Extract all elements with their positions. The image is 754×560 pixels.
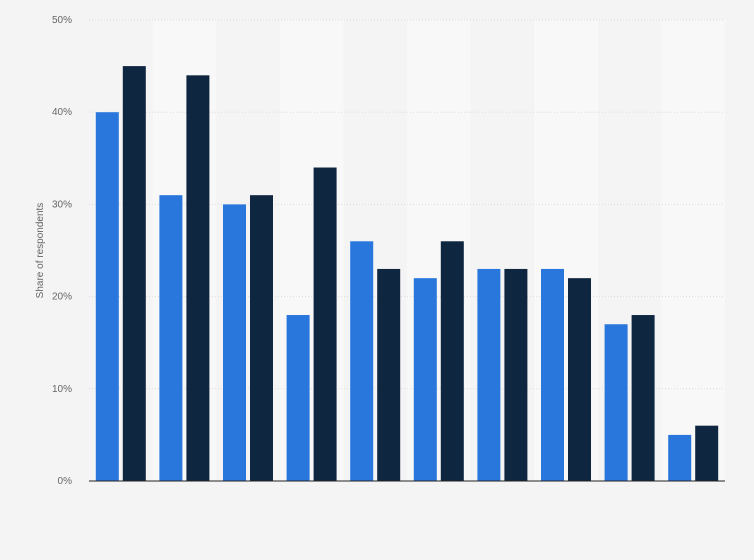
y-tick-label: 10% <box>52 384 72 395</box>
y-tick-label: 40% <box>52 107 72 118</box>
bar-series-2[interactable] <box>250 195 273 481</box>
bar-series-2[interactable] <box>631 315 655 481</box>
bar-series-2[interactable] <box>186 75 210 481</box>
y-tick-label: 30% <box>52 199 72 210</box>
y-axis-ticks: 0% 10% 20% 30% 40% 50% <box>52 15 72 487</box>
bar-series-2[interactable] <box>313 167 337 481</box>
y-tick-label: 20% <box>52 292 72 303</box>
bar-series-1[interactable] <box>541 268 564 481</box>
bar-series-1[interactable] <box>95 112 119 481</box>
bar-series-1[interactable] <box>413 278 437 481</box>
bars <box>95 66 719 481</box>
bar-series-1[interactable] <box>286 315 310 481</box>
bar-series-2[interactable] <box>695 425 719 481</box>
bar-series-1[interactable] <box>350 241 374 481</box>
y-axis-title: Share of respondents <box>35 203 46 299</box>
y-tick-label: 0% <box>58 476 73 487</box>
bar-series-1[interactable] <box>223 204 246 481</box>
bar-series-2[interactable] <box>440 241 464 481</box>
column-band <box>661 20 725 481</box>
y-tick-label: 50% <box>52 15 72 26</box>
bar-series-1[interactable] <box>668 434 692 481</box>
bar-series-2[interactable] <box>377 268 401 481</box>
bar-series-1[interactable] <box>604 324 628 481</box>
bar-series-2[interactable] <box>568 278 591 481</box>
bar-series-2[interactable] <box>504 268 528 481</box>
bar-series-2[interactable] <box>122 66 146 481</box>
bar-series-1[interactable] <box>159 195 183 481</box>
bar-series-1[interactable] <box>477 268 501 481</box>
